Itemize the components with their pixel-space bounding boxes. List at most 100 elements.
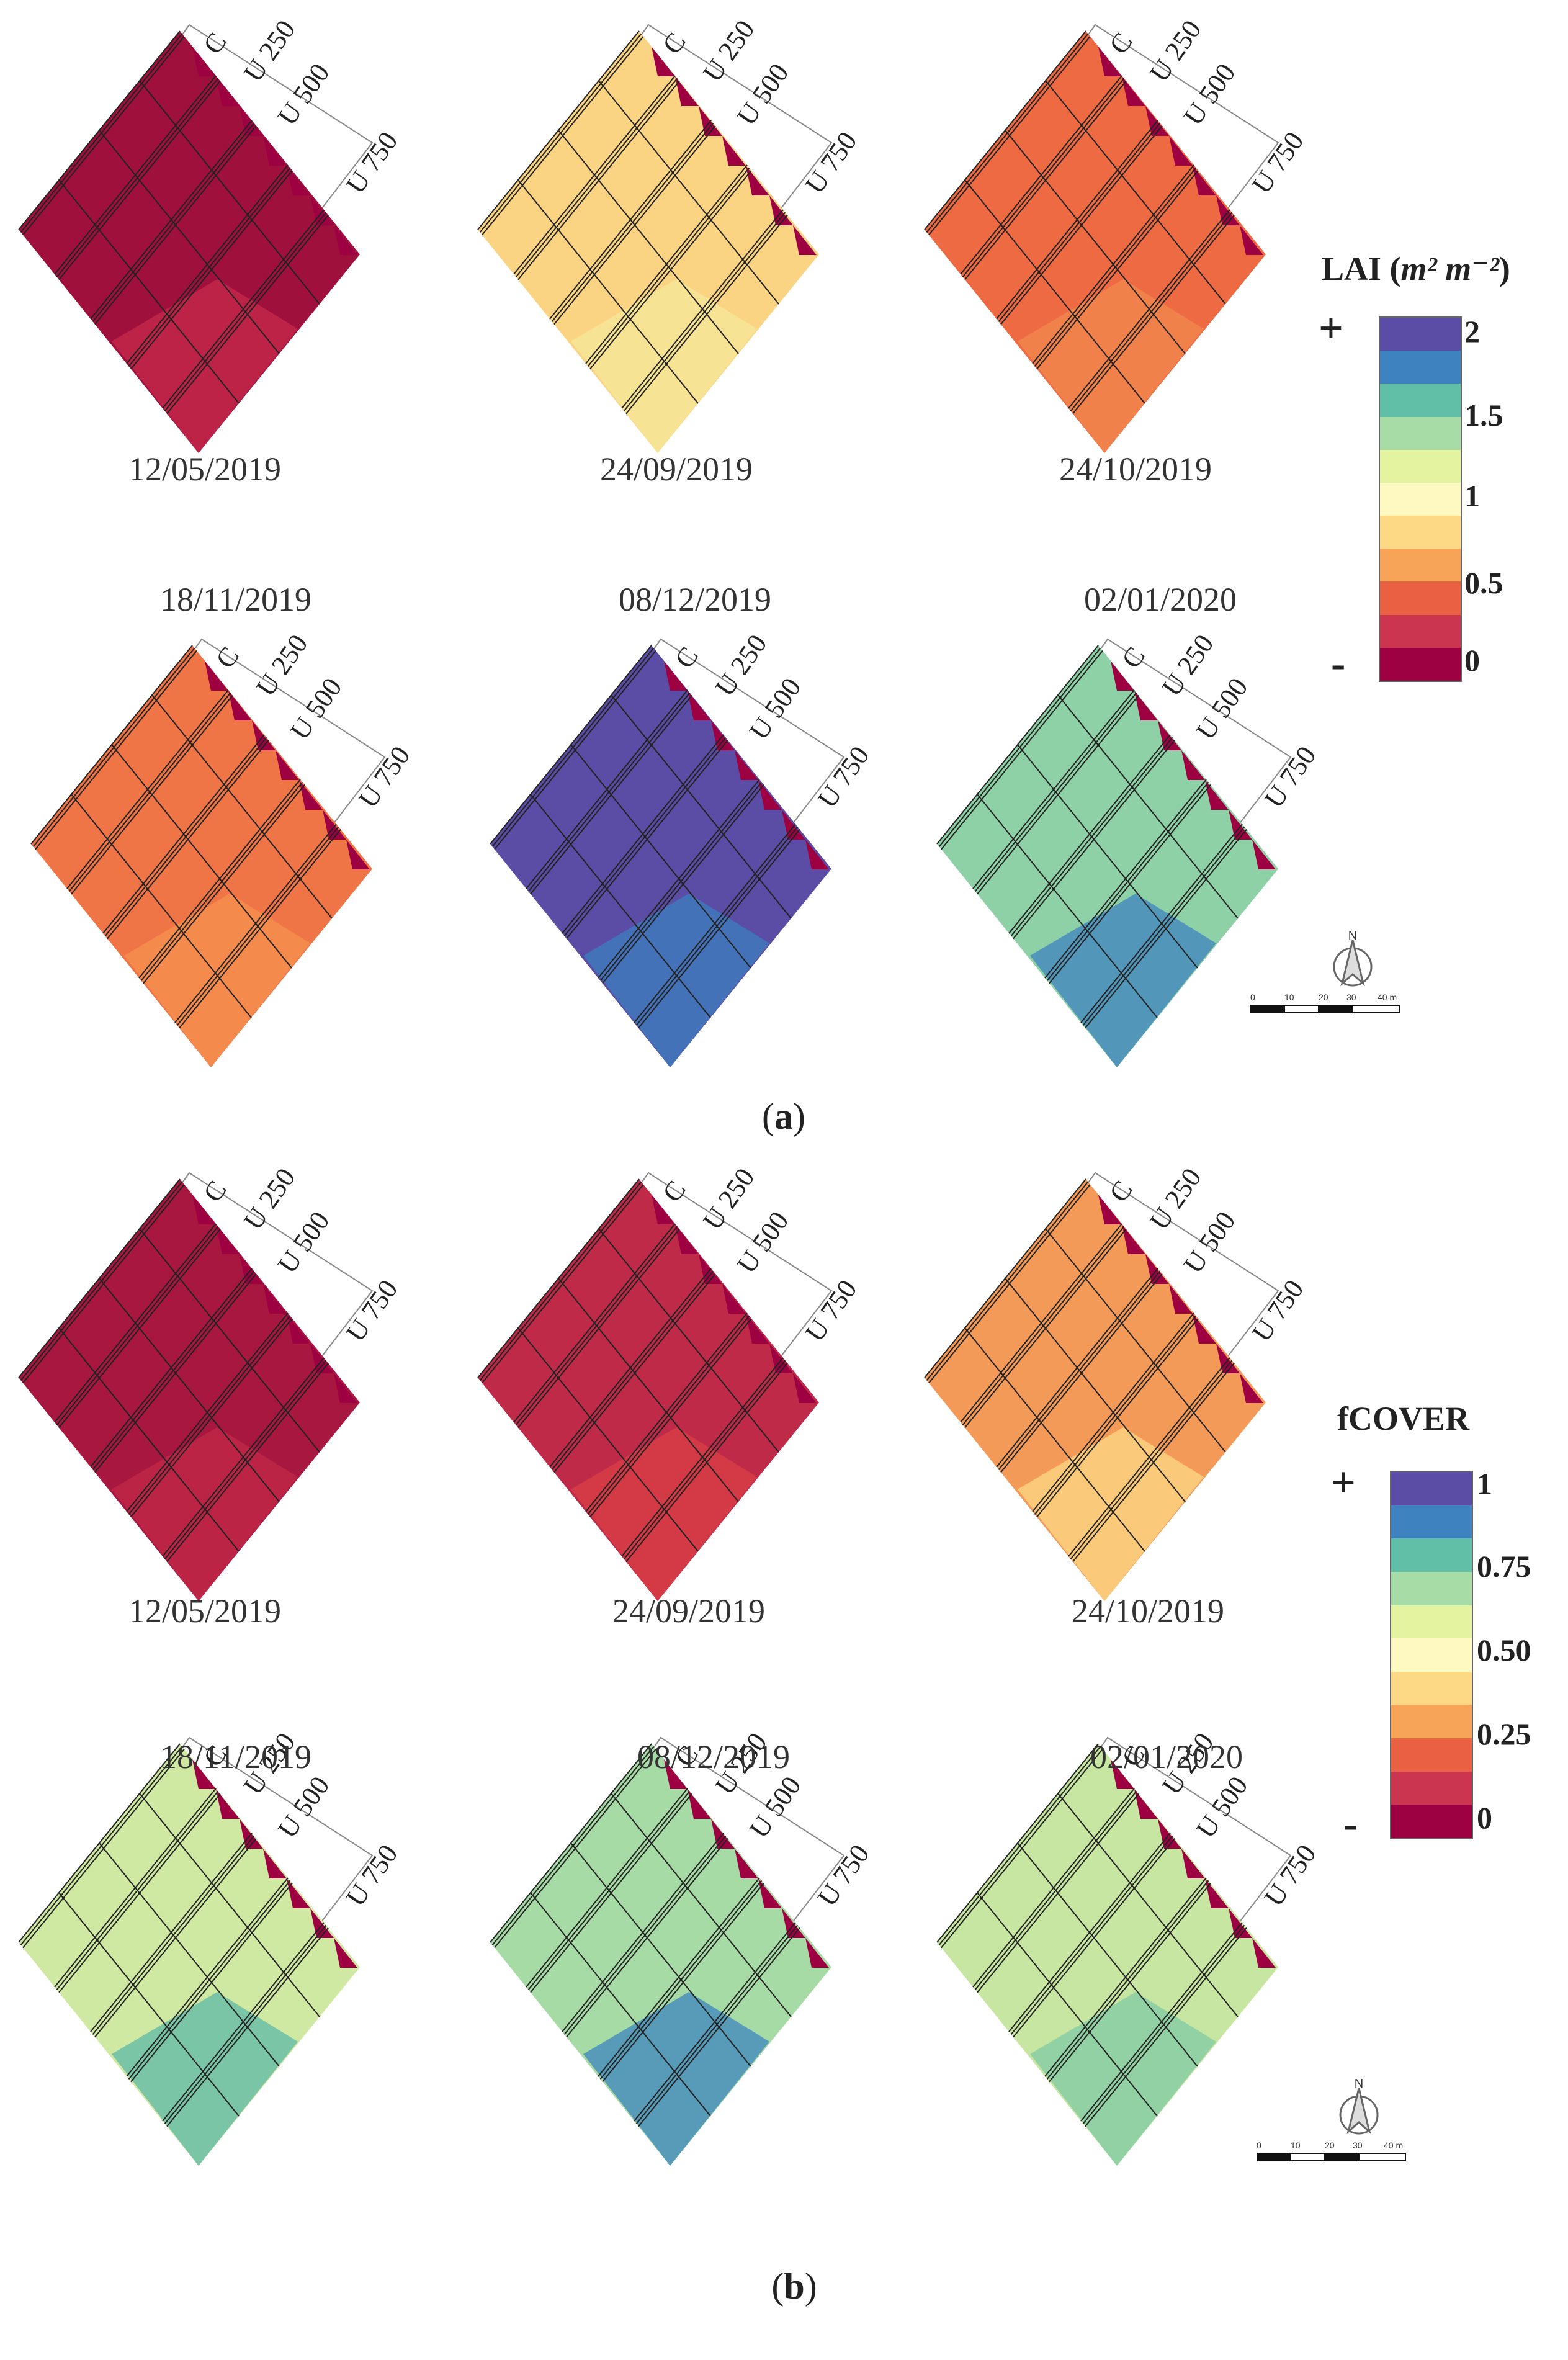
- edge-tooth: [1181, 1849, 1205, 1878]
- plot-label-u-250: U 250: [250, 629, 314, 702]
- block-line: [1045, 80, 1226, 305]
- block-line: [1005, 130, 1186, 354]
- lai-title-main: LAI (: [1322, 250, 1401, 287]
- color-swatch-3: [1391, 1538, 1472, 1572]
- edge-tooth: [805, 840, 829, 869]
- block-line: [111, 744, 292, 969]
- panel-date-5: 08/12/2019: [637, 1738, 790, 1775]
- panel-date-2: 24/09/2019: [612, 1592, 765, 1630]
- panel-date-3: 24/10/2019: [1059, 451, 1212, 488]
- plot-label-u-250: U 250: [697, 1163, 761, 1236]
- edge-tooth: [228, 691, 252, 720]
- scale-label-b-0: 0: [1257, 2140, 1261, 2150]
- block-line: [58, 179, 240, 404]
- block-line: [151, 694, 333, 919]
- edge-tooth: [1252, 1938, 1276, 1968]
- block-line: [99, 1278, 280, 1502]
- panel-date-2: 24/09/2019: [599, 451, 753, 488]
- edge-tooth: [746, 166, 769, 195]
- lai-color-bar: [1379, 316, 1462, 682]
- scale-label-b-20: 20: [1325, 2140, 1335, 2150]
- edge-tooth: [310, 195, 334, 225]
- scale-seg-a-4: [1352, 1005, 1400, 1013]
- scale-bar-b: N 0 10 20 30 40 m: [1244, 2077, 1418, 2178]
- edge-tooth: [299, 780, 323, 810]
- edge-tooth: [769, 195, 793, 225]
- edge-tooth: [675, 1224, 699, 1254]
- edge-tooth: [287, 1314, 310, 1344]
- edge-tooth: [1229, 810, 1252, 840]
- scale-seg-b-2: [1290, 2153, 1325, 2161]
- block-line: [977, 1892, 1158, 2117]
- edge-tooth: [276, 750, 299, 780]
- edge-tooth: [263, 136, 287, 166]
- scale-bar-a: N 0 10 20 30 40 m: [1238, 929, 1412, 1030]
- edge-tooth: [675, 76, 699, 106]
- edge-tooth: [346, 840, 370, 869]
- edge-tooth: [1240, 225, 1263, 255]
- edge-tooth: [263, 1284, 287, 1314]
- edge-tooth: [758, 780, 782, 810]
- edge-tooth: [334, 1938, 357, 1968]
- scale-seg-b-3: [1325, 2153, 1359, 2161]
- scale-label-a-0: 0: [1250, 992, 1255, 1002]
- panel-date-3: 24/10/2019: [1071, 1592, 1224, 1630]
- edge-tooth: [1240, 1373, 1263, 1403]
- edge-tooth: [722, 136, 746, 166]
- edge-tooth: [1169, 1284, 1193, 1314]
- lai-tick-1: 1: [1464, 478, 1480, 513]
- color-swatch-10: [1380, 614, 1461, 648]
- edge-tooth: [1134, 691, 1158, 720]
- fcover-color-bar: [1390, 1471, 1473, 1839]
- block-line: [58, 1327, 240, 1552]
- edge-tooth: [1134, 1789, 1158, 1819]
- north-label-b: N: [1355, 2079, 1363, 2091]
- edge-tooth: [287, 1878, 310, 1908]
- edge-tooth: [216, 1224, 240, 1254]
- fcover-tick-1: 1: [1477, 1466, 1492, 1501]
- lai-tick-0-5: 0.5: [1464, 565, 1503, 600]
- scale-seg-a-2: [1284, 1005, 1319, 1013]
- edge-tooth: [1205, 780, 1229, 810]
- edge-tooth: [782, 810, 805, 840]
- color-swatch-1: [1391, 1472, 1472, 1505]
- block-line: [71, 794, 252, 1018]
- block-line: [964, 1327, 1145, 1552]
- edge-tooth: [323, 810, 346, 840]
- lai-tick-0: 0: [1464, 643, 1480, 678]
- block-line: [611, 1793, 792, 2017]
- plot-label-u-250: U 250: [709, 629, 773, 702]
- block-line: [558, 130, 739, 354]
- north-arrow-scale-a: N 0 10 20 30 40 m: [1250, 929, 1400, 1013]
- edge-tooth: [192, 1195, 216, 1224]
- color-swatch-3: [1380, 384, 1461, 417]
- block-line: [517, 1327, 699, 1552]
- color-swatch-8: [1391, 1705, 1472, 1738]
- lai-title-unit: m² m⁻²: [1400, 250, 1499, 287]
- color-swatch-7: [1391, 1671, 1472, 1705]
- lai-legend-minus: -: [1331, 640, 1346, 688]
- fcover-legend-title: fCOVER: [1337, 1400, 1469, 1437]
- block-line: [1017, 1842, 1198, 2067]
- color-swatch-6: [1380, 482, 1461, 516]
- edge-tooth: [263, 1849, 287, 1878]
- north-arrow-icon-b: [1346, 2088, 1371, 2135]
- edge-tooth: [1122, 1224, 1145, 1254]
- color-swatch-10: [1391, 1771, 1472, 1805]
- edge-tooth: [688, 691, 711, 720]
- fcover-tick-0: 0: [1477, 1800, 1492, 1835]
- panel-date-4: 18/11/2019: [159, 1738, 311, 1775]
- edge-tooth: [310, 1344, 334, 1373]
- scale-label-a-20: 20: [1319, 992, 1328, 1002]
- fcover-legend-minus: -: [1343, 1800, 1358, 1848]
- edge-tooth: [1169, 136, 1193, 166]
